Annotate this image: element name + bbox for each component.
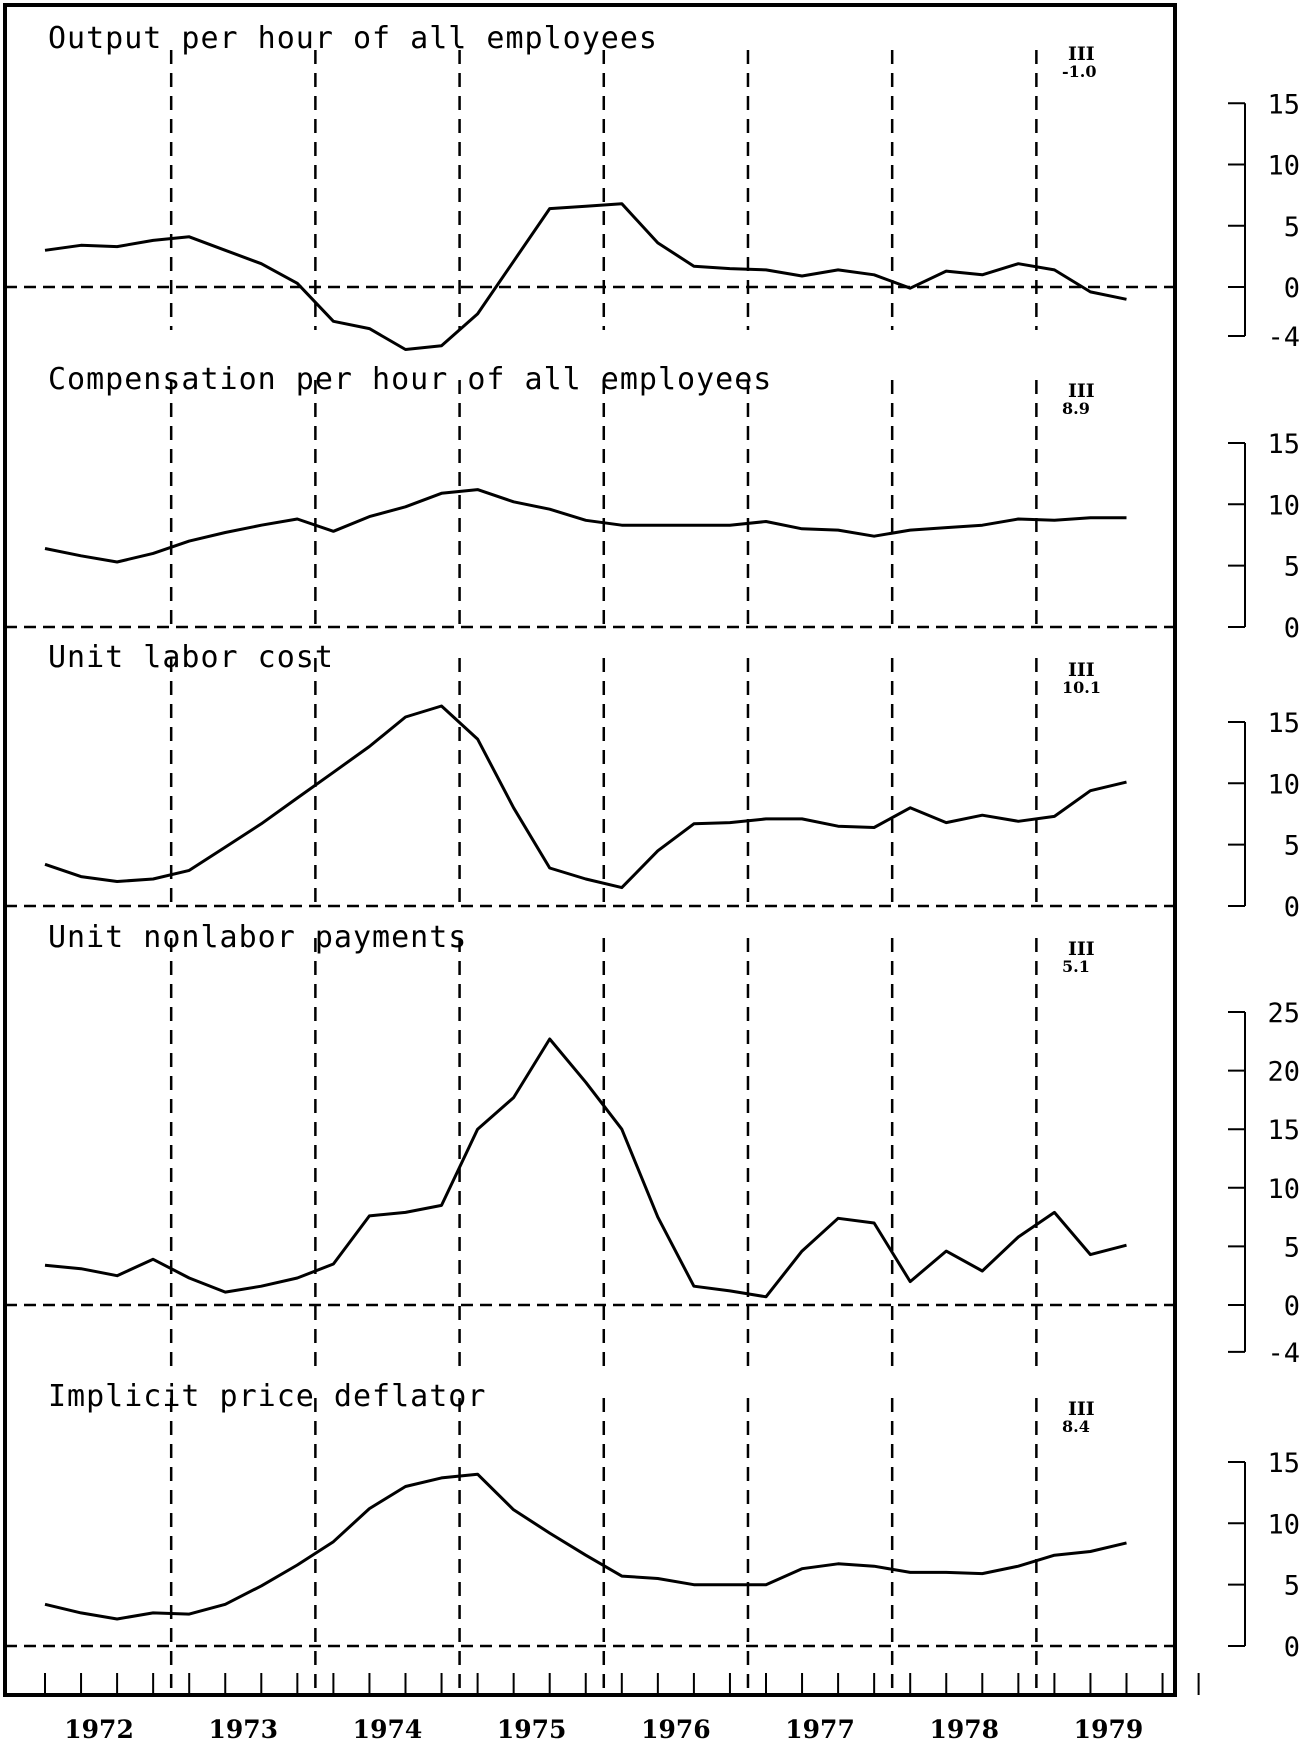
y-tick-label: 15 <box>1267 708 1300 739</box>
series-layer <box>44 202 1127 1621</box>
y-tick-label: 0 <box>1284 273 1300 304</box>
series-line <box>44 1037 1127 1299</box>
x-tick-label: 1978 <box>929 1715 999 1744</box>
x-tick-label: 1975 <box>497 1715 567 1744</box>
y-tick-label: 20 <box>1267 1057 1300 1088</box>
panel-annotation-value: 10.1 <box>1062 678 1101 697</box>
panel-annotation-quarter: III <box>1068 938 1095 960</box>
panel-annotation-quarter: III <box>1068 380 1095 402</box>
panel-title: Compensation per hour of all employees <box>48 362 772 397</box>
panel-annotation-value: -1.0 <box>1062 62 1096 81</box>
grid-layer <box>5 50 1175 1695</box>
panel-title: Unit nonlabor payments <box>48 920 467 955</box>
panel-title: Unit labor cost <box>48 640 334 675</box>
y-tick-label: 25 <box>1267 998 1300 1029</box>
x-tick-label: 1977 <box>785 1715 855 1744</box>
series-line <box>44 202 1127 351</box>
y-tick-label: 10 <box>1267 769 1300 800</box>
x-tick-label: 1974 <box>353 1715 423 1744</box>
y-tick-label: 0 <box>1284 892 1300 923</box>
y-tick-label: -4 <box>1267 1338 1300 1369</box>
y-tick-label: 5 <box>1284 212 1300 243</box>
panel-annotation-quarter: III <box>1068 659 1095 681</box>
series-line <box>44 488 1127 564</box>
y-tick-label: 10 <box>1267 1174 1300 1205</box>
panel-title: Output per hour of all employees <box>48 21 658 56</box>
y-tick-label: 5 <box>1284 831 1300 862</box>
y-tick-label: 15 <box>1267 1448 1300 1479</box>
x-tick-label: 1976 <box>641 1715 711 1744</box>
y-tick-label: 0 <box>1284 1291 1300 1322</box>
panel-annotation-quarter: III <box>1068 1398 1095 1420</box>
x-tick-label: 1979 <box>1074 1715 1144 1744</box>
y-tick-label: 0 <box>1284 1632 1300 1663</box>
y-tick-label: 10 <box>1267 490 1300 521</box>
y-tick-label: 0 <box>1284 613 1300 644</box>
panel-annotation-value: 5.1 <box>1062 957 1090 976</box>
series-line <box>44 704 1127 890</box>
panel-annotation-quarter: III <box>1068 43 1095 65</box>
y-tick-label: 10 <box>1267 151 1300 182</box>
plot-frame <box>3 3 1177 1697</box>
y-tick-label: 10 <box>1267 1509 1300 1540</box>
x-tick-label: 1972 <box>64 1715 134 1744</box>
y-tick-label: 5 <box>1284 1232 1300 1263</box>
y-tick-label: 5 <box>1284 552 1300 583</box>
y-tick-label: 15 <box>1267 429 1300 460</box>
axes-layer <box>44 102 1246 1695</box>
panel-title: Implicit price deflator <box>48 1379 486 1414</box>
y-tick-label: -4 <box>1267 322 1300 353</box>
text-layer: Output per hour of all employees III-1.01… <box>48 21 1300 1744</box>
y-tick-label: 15 <box>1267 1115 1300 1146</box>
y-tick-label: 15 <box>1267 89 1300 120</box>
series-line <box>44 1472 1127 1621</box>
panel-annotation-value: 8.9 <box>1062 399 1090 418</box>
x-tick-label: 1973 <box>208 1715 278 1744</box>
panel-annotation-value: 8.4 <box>1062 1417 1090 1436</box>
y-tick-label: 5 <box>1284 1571 1300 1602</box>
